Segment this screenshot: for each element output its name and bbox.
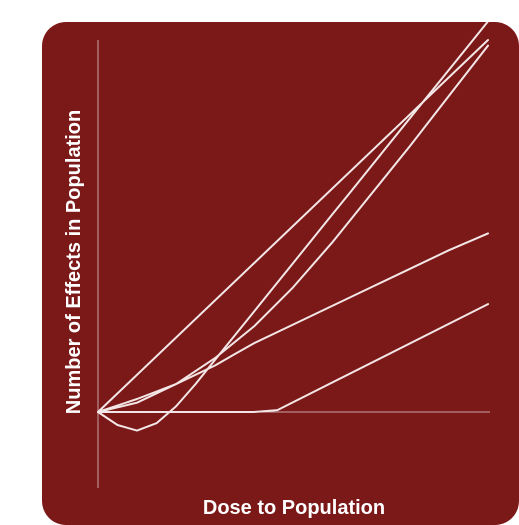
series-group: [97, 22, 489, 432]
chart-panel: Number of Effects in Population Dose to …: [42, 22, 519, 525]
series-line-5: [97, 303, 489, 413]
x-axis-title: Dose to Population: [203, 497, 385, 519]
series-line-2: [97, 22, 489, 432]
series-line-4: [97, 232, 489, 413]
series-line-3: [97, 44, 489, 413]
chart-svg: Number of Effects in Population Dose to …: [42, 22, 519, 525]
y-axis-title: Number of Effects in Population: [63, 110, 85, 414]
plot-background: [42, 22, 519, 525]
